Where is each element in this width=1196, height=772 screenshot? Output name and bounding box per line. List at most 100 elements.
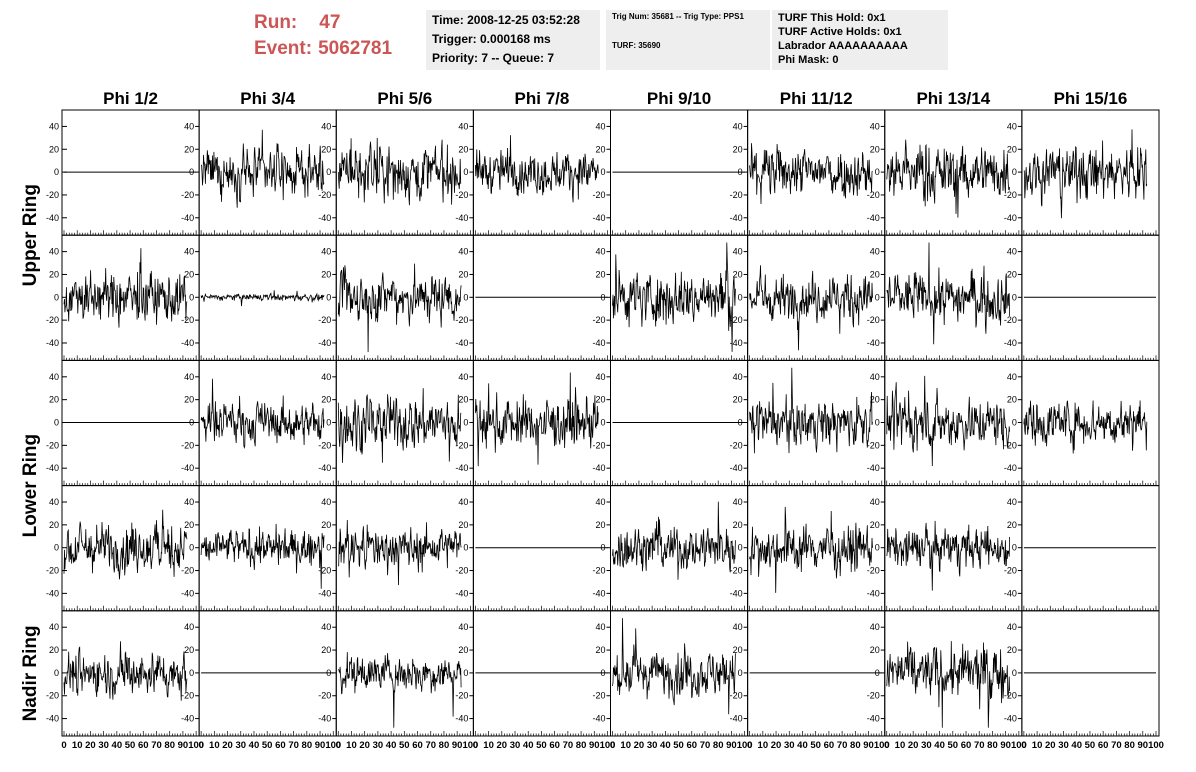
waveform-trace-r2-c5 — [612, 242, 736, 352]
y-tick-label: 20 — [49, 395, 59, 405]
x-tick-label: 80 — [576, 740, 587, 751]
y-tick-label: 20 — [321, 395, 331, 405]
y-tick-label: 40 — [595, 121, 605, 131]
x-tick-label: 30 — [1058, 740, 1069, 751]
x-tick-label: 40 — [934, 740, 945, 751]
event-label: Event: — [254, 38, 313, 59]
x-tick-label: 80 — [1124, 740, 1135, 751]
y-tick-label: -20 — [592, 315, 605, 325]
y-tick-label: -20 — [1004, 440, 1017, 450]
panel-frame — [335, 109, 474, 236]
y-tick-label: 20 — [733, 645, 743, 655]
y-tick-label: -40 — [1004, 463, 1017, 473]
x-tick-label: 100 — [874, 740, 890, 751]
x-tick-label: 10 — [483, 740, 494, 751]
y-tick-label: 20 — [870, 144, 880, 154]
y-tick-label: 0 — [463, 418, 468, 428]
y-tick-label: 20 — [184, 645, 194, 655]
x-tick-label: 0 — [473, 740, 478, 751]
y-tick-label: 40 — [458, 497, 468, 507]
waveform-trace-r3-c4 — [475, 372, 599, 467]
y-tick-label: 40 — [184, 247, 194, 257]
turf-hold-text: TURF This Hold: 0x1 — [778, 12, 886, 24]
waveform-trace-r5-c7 — [886, 641, 1010, 728]
y-tick-label: 20 — [1007, 520, 1017, 530]
column-title-6: Phi 11/12 — [780, 89, 853, 108]
x-tick-label: 40 — [112, 740, 123, 751]
y-tick-label: -40 — [455, 463, 468, 473]
y-tick-label: -40 — [867, 338, 880, 348]
y-tick-label: -20 — [1004, 691, 1017, 701]
y-tick-label: -20 — [867, 315, 880, 325]
x-tick-label: 90 — [452, 740, 463, 751]
waveform-trace-r4-c3 — [337, 519, 462, 586]
y-tick-label: 40 — [458, 622, 468, 632]
x-tick-label: 40 — [797, 740, 808, 751]
row-label-1: Upper Ring — [20, 184, 41, 286]
y-tick-label: 40 — [1007, 622, 1017, 632]
y-tick-label: 0 — [600, 668, 605, 678]
y-tick-label: 40 — [321, 121, 331, 131]
y-tick-label: 40 — [321, 372, 331, 382]
y-tick-label: 40 — [733, 121, 743, 131]
x-tick-label: 40 — [523, 740, 534, 751]
row-label-3: Nadir Ring — [20, 625, 41, 721]
waveform-trace-r1-c7 — [886, 139, 1010, 218]
y-tick-label: -40 — [867, 463, 880, 473]
y-tick-label: -20 — [318, 190, 331, 200]
x-tick-label: 60 — [961, 740, 972, 751]
y-tick-label: 20 — [49, 144, 59, 154]
y-tick-label: 40 — [595, 497, 605, 507]
y-tick-label: -40 — [181, 213, 194, 223]
x-tick-label: 30 — [510, 740, 521, 751]
y-tick-label: 0 — [326, 418, 331, 428]
y-tick-label: -40 — [46, 338, 59, 348]
y-tick-label: -40 — [46, 714, 59, 724]
x-tick-label: 0 — [61, 740, 66, 751]
y-tick-label: 0 — [600, 292, 605, 302]
x-tick-label: 30 — [235, 740, 246, 751]
y-tick-label: 20 — [321, 269, 331, 279]
y-tick-label: -20 — [730, 315, 743, 325]
y-tick-label: 40 — [458, 121, 468, 131]
x-tick-label: 100 — [1011, 740, 1027, 751]
y-tick-label: -40 — [181, 714, 194, 724]
y-tick-label: 20 — [184, 395, 194, 405]
y-tick-label: 0 — [1012, 418, 1017, 428]
turf-text: TURF: 35690 — [612, 41, 661, 50]
y-tick-label: -20 — [318, 440, 331, 450]
y-tick-label: 20 — [1007, 645, 1017, 655]
y-tick-label: -20 — [46, 691, 59, 701]
x-tick-label: 20 — [771, 740, 782, 751]
y-tick-label: -20 — [181, 566, 194, 576]
y-tick-label: -40 — [1004, 588, 1017, 598]
y-tick-label: -40 — [867, 588, 880, 598]
waveform-trace-r5-c5 — [612, 618, 736, 715]
x-tick-label: 50 — [1085, 740, 1096, 751]
y-tick-label: -20 — [46, 566, 59, 576]
x-tick-label: 10 — [895, 740, 906, 751]
y-tick-label: 0 — [463, 167, 468, 177]
y-tick-label: 20 — [49, 520, 59, 530]
y-tick-label: -20 — [867, 691, 880, 701]
y-tick-label: 40 — [733, 622, 743, 632]
y-tick-label: -20 — [181, 691, 194, 701]
waveform-trace-r3-c8 — [1023, 400, 1148, 454]
x-tick-label: 70 — [1111, 740, 1122, 751]
run-label: Run: — [254, 12, 298, 33]
column-title-5: Phi 9/10 — [647, 89, 711, 108]
y-tick-label: 20 — [870, 520, 880, 530]
y-tick-label: -40 — [592, 588, 605, 598]
y-tick-label: -20 — [1004, 190, 1017, 200]
x-tick-label: 70 — [288, 740, 299, 751]
y-tick-label: 0 — [54, 292, 59, 302]
y-tick-label: 0 — [189, 292, 194, 302]
x-tick-label: 80 — [850, 740, 861, 751]
y-tick-label: -40 — [592, 213, 605, 223]
column-title-8: Phi 15/16 — [1054, 89, 1128, 108]
y-tick-label: -40 — [730, 213, 743, 223]
y-tick-label: -20 — [730, 440, 743, 450]
x-tick-label: 80 — [302, 740, 313, 751]
y-tick-label: 0 — [1012, 292, 1017, 302]
